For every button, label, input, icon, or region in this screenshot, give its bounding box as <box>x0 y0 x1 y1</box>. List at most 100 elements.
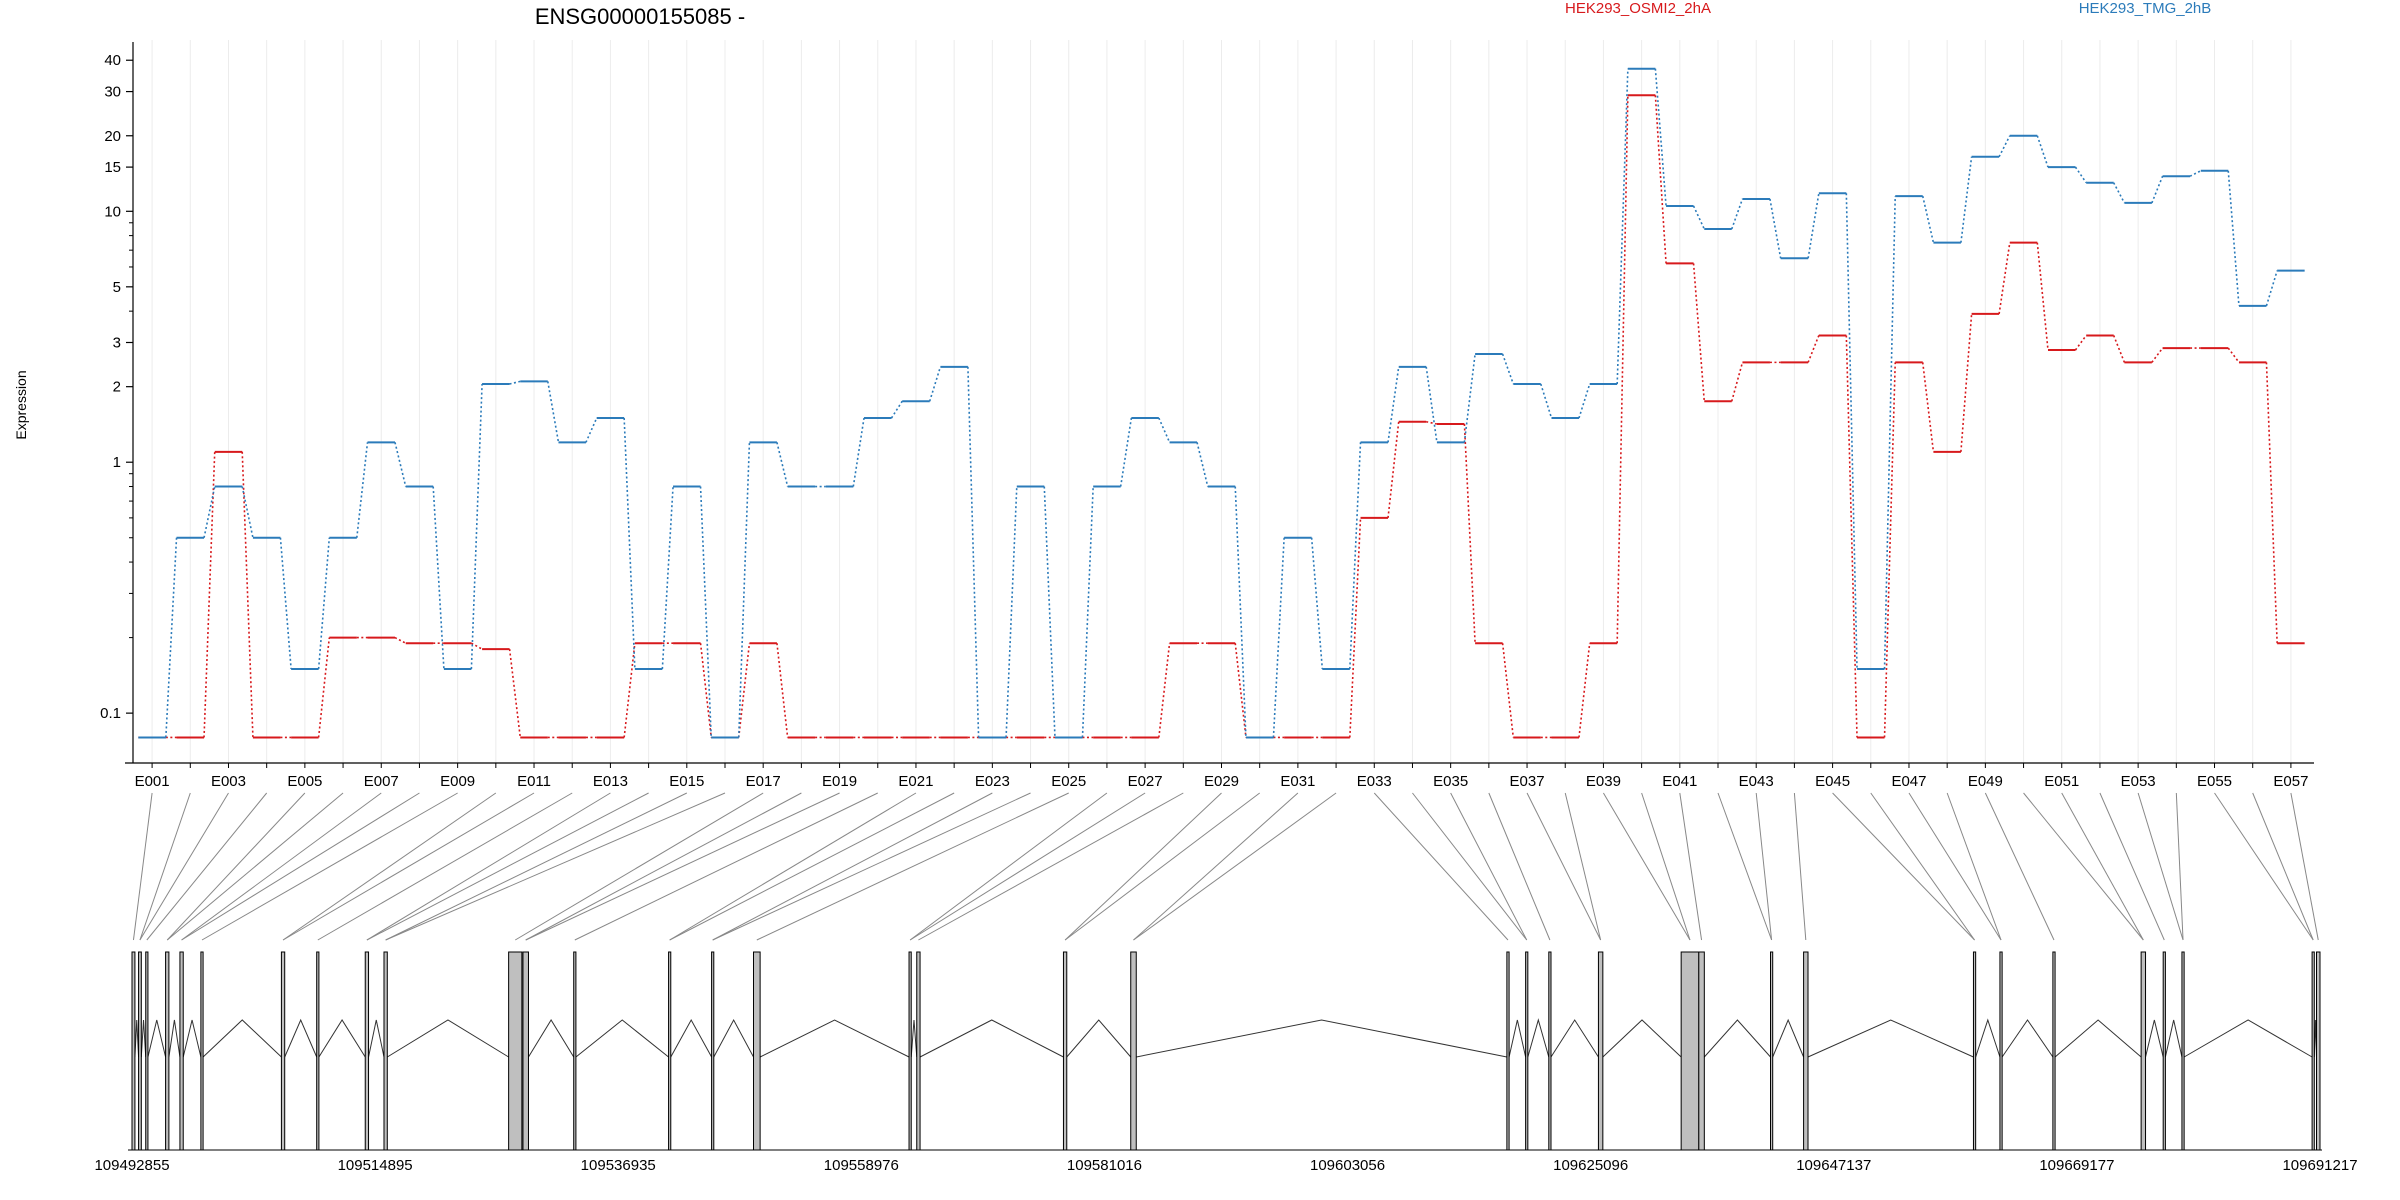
exon-box <box>1698 951 1705 1151</box>
series-connector <box>1463 423 1476 644</box>
series-connector <box>471 642 483 650</box>
coordinate-label: 109536935 <box>581 1157 656 1174</box>
exon-connector <box>514 792 764 941</box>
intron-line <box>1550 1019 1599 1058</box>
intron-line <box>2164 1019 2183 1058</box>
series-connector <box>1272 537 1285 738</box>
exon-connector <box>712 792 993 941</box>
series-connector <box>2265 270 2278 307</box>
x-tick-label: E009 <box>440 773 475 790</box>
intron-line <box>140 1019 147 1058</box>
series-connector <box>1654 95 1667 264</box>
exon-connector <box>1832 792 1975 941</box>
x-tick-label: E039 <box>1586 773 1621 790</box>
series-connector <box>1005 486 1018 738</box>
intron-line <box>2145 1019 2164 1058</box>
exon-box <box>131 951 136 1151</box>
exon-connector <box>366 792 611 941</box>
exon-box <box>179 951 184 1151</box>
series-connector <box>2227 347 2240 363</box>
x-tick-label: E053 <box>2121 773 2156 790</box>
gene-model <box>128 951 2322 1151</box>
series-connector <box>1540 383 1553 419</box>
exon-connector <box>525 792 840 941</box>
y-tick-label: 40 <box>104 52 121 69</box>
series-connector <box>1883 196 1897 669</box>
x-tick-label: E029 <box>1204 773 1239 790</box>
exon-box <box>383 951 388 1151</box>
intron-line <box>2054 1019 2142 1058</box>
series-connector <box>470 383 483 669</box>
exon-connector <box>909 792 1108 941</box>
series-connector <box>317 637 331 738</box>
exon-connector <box>2023 792 2144 941</box>
exon-box <box>1548 951 1552 1151</box>
exon-connector <box>525 792 802 941</box>
series-connector <box>1501 353 1515 385</box>
series-connector <box>1998 135 2011 158</box>
exon-box <box>2052 951 2056 1151</box>
series-connector <box>1921 195 1935 243</box>
exon-box <box>2311 951 2315 1151</box>
exon-connector <box>385 792 726 941</box>
intron-line <box>713 1018 754 1058</box>
intron-line <box>1602 1019 1682 1058</box>
exon-connector <box>1755 792 1773 941</box>
coordinate-label: 109625096 <box>1553 1157 1628 1174</box>
intron-line <box>202 1019 282 1058</box>
intron-line <box>1527 1018 1550 1058</box>
exon-box <box>522 951 529 1151</box>
series-connector <box>1692 205 1705 230</box>
series-connector <box>394 636 407 644</box>
exon-connector <box>1793 792 1807 941</box>
exon-box <box>2162 951 2166 1151</box>
series-connector <box>1158 643 1171 738</box>
x-tick-label: E005 <box>287 773 322 790</box>
exon-box <box>138 951 142 1151</box>
x-tick-label: E001 <box>135 773 170 790</box>
exon-box <box>364 951 370 1151</box>
series-connector <box>890 400 903 419</box>
series-connector <box>2112 182 2126 204</box>
exon-box <box>1062 951 1068 1151</box>
exon-box <box>1972 951 1977 1151</box>
intron-line <box>1136 1019 1507 1058</box>
exon-connector <box>1064 792 1260 941</box>
x-tick-label: E045 <box>1815 773 1850 790</box>
y-tick-label: 30 <box>104 84 121 101</box>
exon-connector <box>1908 792 2002 941</box>
series-connector <box>2074 166 2087 184</box>
exon-box <box>1770 951 1774 1151</box>
exon-connector <box>166 792 344 941</box>
series-lines <box>138 67 2305 739</box>
exon-box <box>1506 951 1510 1151</box>
x-tick-label: E057 <box>2273 773 2308 790</box>
y-tick-label: 2 <box>113 379 121 396</box>
series-connector <box>776 643 789 738</box>
x-tick-label: E013 <box>593 773 628 790</box>
exon-connector <box>2061 792 2144 941</box>
series-connector <box>1616 95 1629 644</box>
series-connector <box>661 486 674 669</box>
coordinate-label: 109669177 <box>2039 1157 2114 1174</box>
intron-line <box>910 1019 918 1058</box>
x-tick-label: E037 <box>1510 773 1545 790</box>
exon-connector <box>2175 792 2184 941</box>
exon-connector <box>385 792 688 941</box>
legend-label-tmg: HEK293_TMG_2hB <box>2079 0 2212 17</box>
series-connector <box>2151 347 2164 363</box>
exon-box <box>145 951 149 1151</box>
exon-box <box>1597 951 1604 1151</box>
x-tick-label: E049 <box>1968 773 2003 790</box>
series-connector <box>509 380 521 385</box>
series-connector <box>279 537 292 670</box>
series-connector <box>1387 366 1400 443</box>
exon-box <box>280 951 286 1151</box>
x-tick-label: E017 <box>746 773 781 790</box>
intron-line <box>2183 1019 2313 1058</box>
exon-connector <box>1946 792 2002 941</box>
x-tick-label: E043 <box>1739 773 1774 790</box>
series-connector <box>1769 198 1782 259</box>
series-connector <box>165 537 178 738</box>
coordinate-label: 109691217 <box>2282 1157 2357 1174</box>
